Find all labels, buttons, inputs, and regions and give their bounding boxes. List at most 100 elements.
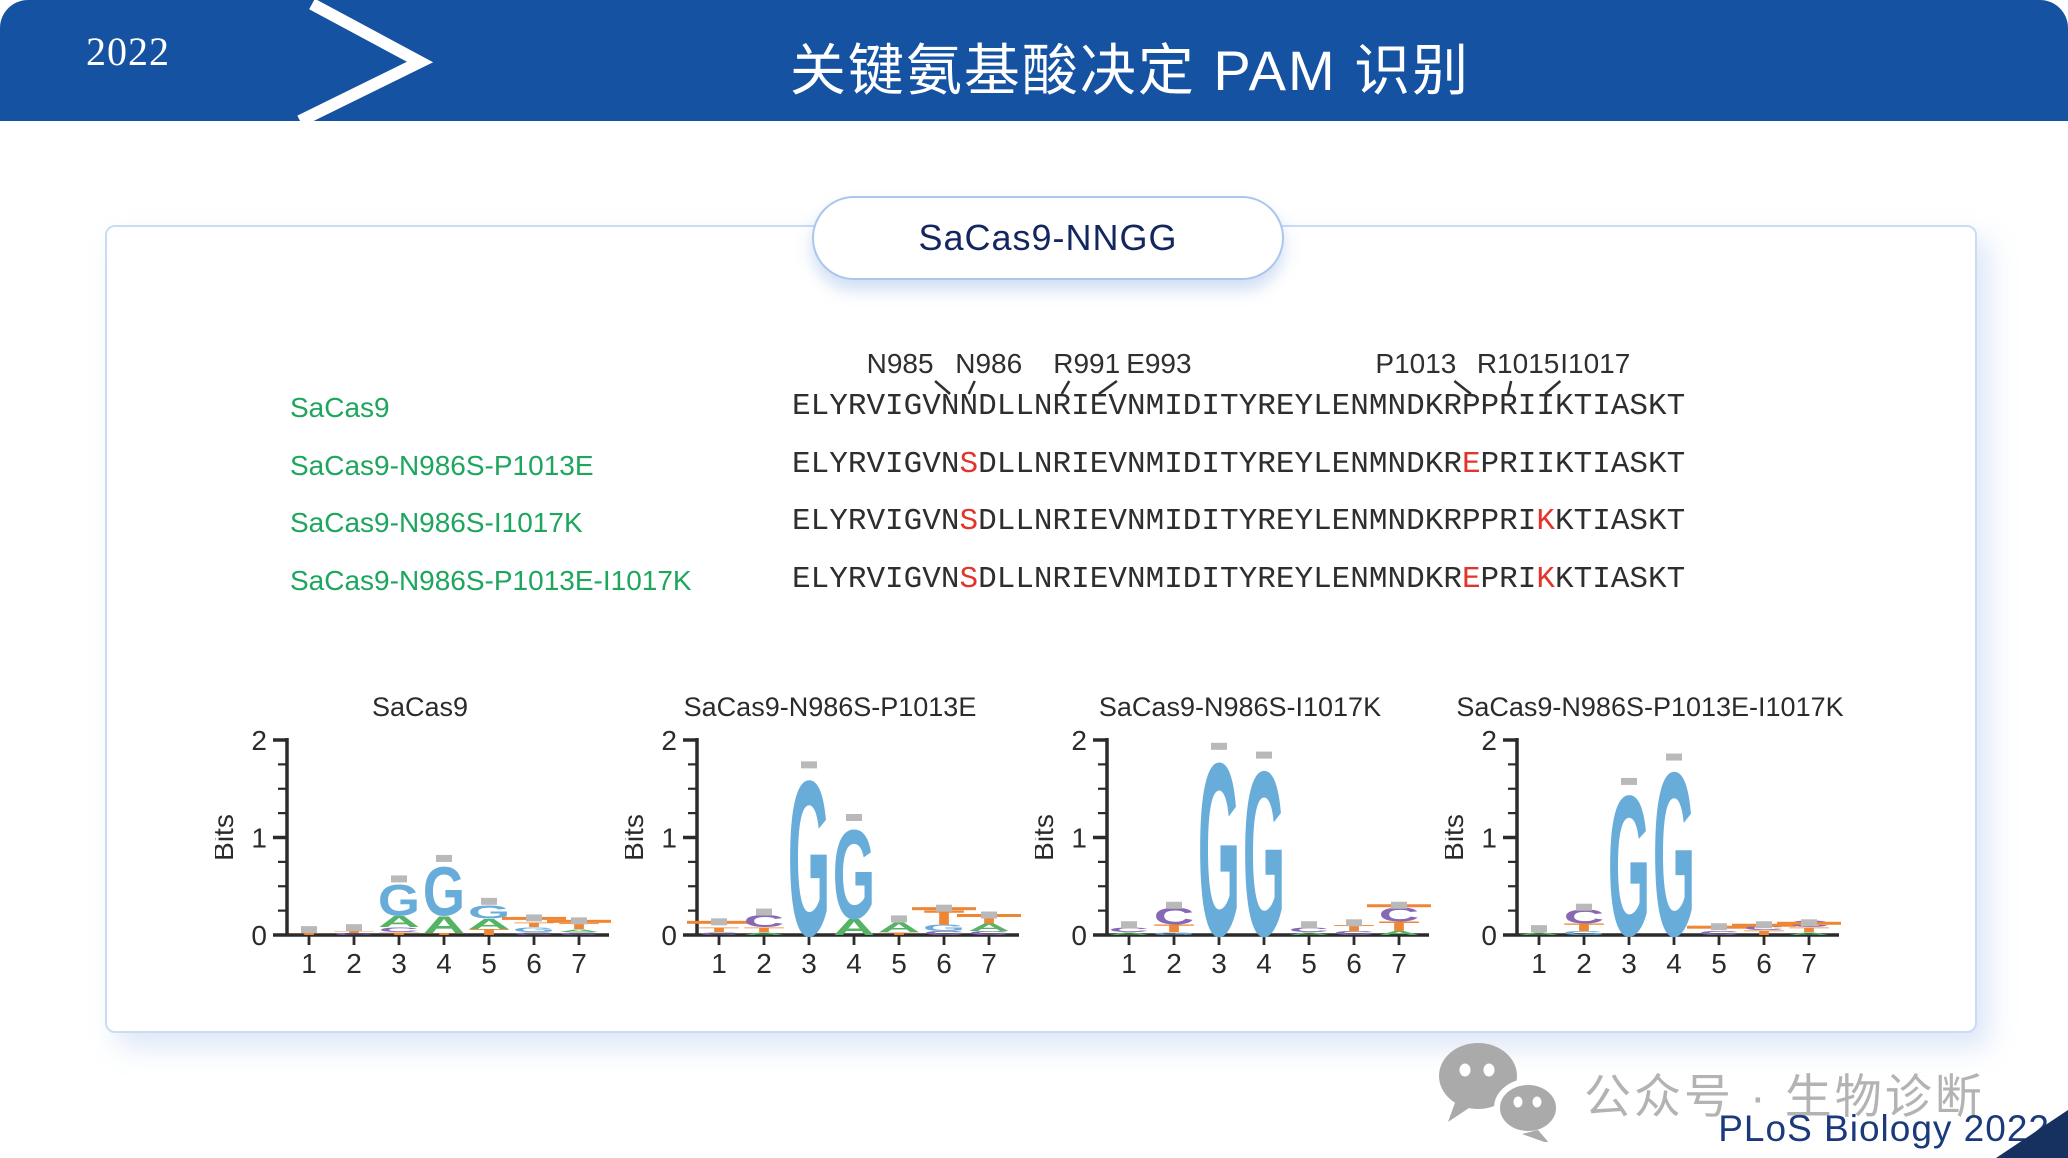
svg-text:6: 6 xyxy=(936,948,952,979)
svg-text:T: T xyxy=(468,928,509,937)
svg-text:A: A xyxy=(743,931,785,935)
alignment-row-label: SaCas9-N986S-P1013E xyxy=(290,449,594,481)
residue-position-label: R1015 xyxy=(1476,348,1560,379)
svg-text:T: T xyxy=(878,931,919,935)
svg-text:0: 0 xyxy=(661,920,677,951)
svg-text:6: 6 xyxy=(1346,948,1362,979)
svg-text:G: G xyxy=(1198,711,1240,980)
svg-text:A: A xyxy=(1378,930,1420,936)
svg-text:T: T xyxy=(1743,929,1784,936)
svg-text:G: G xyxy=(1243,724,1285,980)
svg-text:T: T xyxy=(513,921,554,928)
chevron-right-icon xyxy=(297,0,434,121)
svg-text:1: 1 xyxy=(1071,823,1087,854)
svg-text:G: G xyxy=(423,854,465,931)
svg-text:T: T xyxy=(923,906,964,929)
alignment-row-sequence: ELYRVIGVNSDLLNRIEVNMIDITYREYLENMNDKREPRI… xyxy=(792,446,1686,482)
logo-title-2: SaCas9-N986S-P1013E xyxy=(683,692,977,722)
svg-text:Bits: Bits xyxy=(215,814,239,861)
svg-text:1: 1 xyxy=(251,823,267,854)
svg-text:A: A xyxy=(378,913,420,931)
svg-text:4: 4 xyxy=(1666,948,1682,979)
svg-text:C: C xyxy=(334,933,374,936)
header-banner: 2022 关键氨基酸决定 PAM 识别 xyxy=(0,0,2068,121)
alignment-row-sequence: ELYRVIGVNSDLLNRIEVNMIDITYREYLENMNDKREPRI… xyxy=(792,561,1686,597)
alignment-row-label: SaCas9-N986S-I1017K xyxy=(290,507,583,538)
svg-text:T: T xyxy=(1153,923,1194,935)
svg-text:C: C xyxy=(1379,903,1419,925)
alignment-row-sequence: ELYRVIGVNSDLLNRIEVNMIDITYREYLENMNDKRPPRI… xyxy=(792,504,1686,539)
svg-text:3: 3 xyxy=(391,948,407,979)
sequence-logo-chart-4: 012Bits1A2GTC3G4G5C6TC7ATC xyxy=(1445,723,1841,980)
residue-position-label: I1017 xyxy=(1560,348,1631,379)
svg-text:G: G xyxy=(1653,723,1695,980)
svg-text:0: 0 xyxy=(251,920,267,951)
svg-text:A: A xyxy=(1788,931,1830,935)
svg-text:G: G xyxy=(1608,755,1650,979)
svg-text:2: 2 xyxy=(1481,725,1497,756)
logo-title-3: SaCas9-N986S-I1017K xyxy=(1098,692,1382,722)
svg-text:1: 1 xyxy=(661,823,677,854)
svg-text:0: 0 xyxy=(1071,920,1087,951)
svg-text:C: C xyxy=(1289,926,1329,933)
svg-text:T: T xyxy=(698,926,739,933)
svg-text:4: 4 xyxy=(846,948,862,979)
svg-text:A: A xyxy=(1518,931,1560,935)
alignment-row-label: SaCas9-N986S-P1013E-I1017K xyxy=(290,564,692,596)
svg-text:7: 7 xyxy=(981,948,997,979)
svg-text:6: 6 xyxy=(526,948,542,979)
svg-text:6: 6 xyxy=(1756,948,1772,979)
year-label: 2022 xyxy=(86,29,170,74)
svg-text:2: 2 xyxy=(756,948,772,979)
alignment-row-sequence: ELYRVIGVNNDLLNRIEVNMIDITYREYLENMNDKRPPRI… xyxy=(792,389,1686,424)
content-card xyxy=(105,225,1977,1033)
svg-text:A: A xyxy=(423,912,465,939)
svg-text:C: C xyxy=(969,930,1009,936)
svg-text:T: T xyxy=(558,922,599,931)
wechat-account-label: 公众号 · 生物诊断 xyxy=(1584,1069,1985,1123)
svg-text:2: 2 xyxy=(1576,948,1592,979)
alignment-row-label: SaCas9 xyxy=(290,392,390,423)
svg-text:T: T xyxy=(1788,926,1829,933)
svg-text:T: T xyxy=(743,926,784,933)
svg-text:A: A xyxy=(1288,931,1330,935)
svg-text:7: 7 xyxy=(1391,948,1407,979)
svg-text:C: C xyxy=(559,931,599,935)
svg-text:G: G xyxy=(833,804,875,946)
svg-text:G: G xyxy=(923,923,965,933)
svg-text:1: 1 xyxy=(301,948,317,979)
svg-text:T: T xyxy=(288,933,329,936)
svg-text:C: C xyxy=(699,931,739,935)
svg-text:2: 2 xyxy=(1166,948,1182,979)
svg-text:5: 5 xyxy=(891,948,907,979)
svg-text:A: A xyxy=(968,921,1010,933)
pam-variant-pill: SaCas9-NNGG xyxy=(812,196,1284,280)
svg-text:2: 2 xyxy=(661,725,677,756)
svg-text:C: C xyxy=(1564,905,1604,927)
svg-text:T: T xyxy=(1333,924,1374,933)
logo-title-1: SaCas9 xyxy=(371,692,469,722)
svg-text:G: G xyxy=(1563,930,1605,936)
svg-text:5: 5 xyxy=(481,948,497,979)
svg-text:G: G xyxy=(468,901,510,922)
svg-text:1: 1 xyxy=(1531,948,1547,979)
svg-text:2: 2 xyxy=(1071,725,1087,756)
svg-text:1: 1 xyxy=(711,948,727,979)
svg-text:0: 0 xyxy=(1481,920,1497,951)
pam-variant-pill-label: SaCas9-NNGG xyxy=(918,217,1178,258)
svg-text:7: 7 xyxy=(1801,948,1817,979)
svg-text:T: T xyxy=(378,931,419,935)
svg-text:T: T xyxy=(333,931,374,934)
residue-position-label: N985 xyxy=(866,348,934,379)
svg-text:4: 4 xyxy=(1256,948,1272,979)
source-citation: PLoS Biology 2022 xyxy=(1718,1108,2050,1149)
svg-text:T: T xyxy=(1378,919,1420,934)
svg-text:T: T xyxy=(1563,922,1604,934)
svg-text:T: T xyxy=(423,933,464,936)
svg-text:Bits: Bits xyxy=(625,814,649,861)
svg-text:A: A xyxy=(558,928,600,932)
